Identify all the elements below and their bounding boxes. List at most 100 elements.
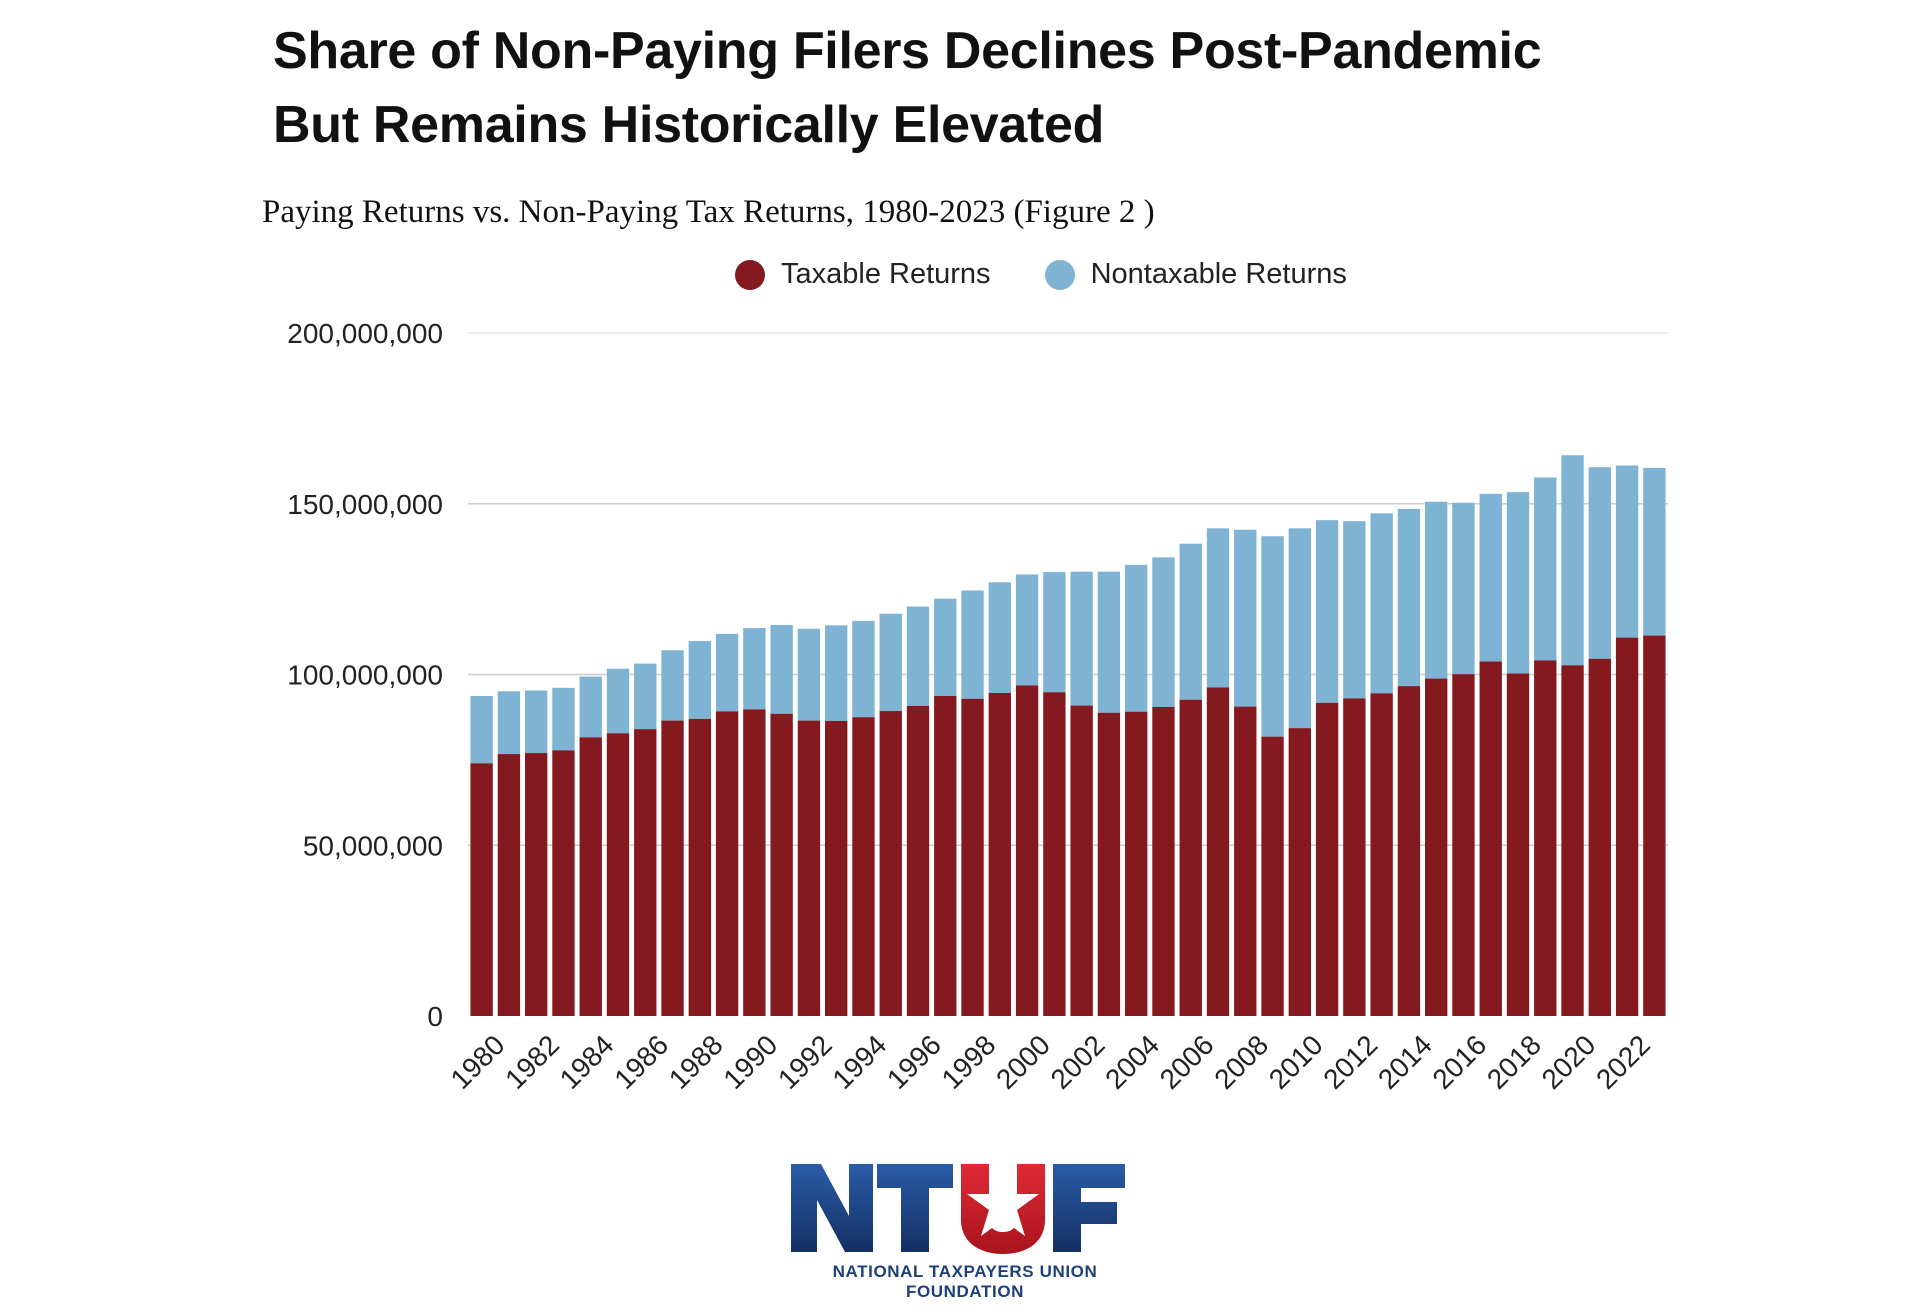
y-axis-tick-labels: 0 50,000,000 100,000,000 150,000,000 200,000… <box>287 318 443 1032</box>
x-tick-label: 1996 <box>881 1029 947 1095</box>
bar-taxable-2021 <box>1588 658 1611 1016</box>
bar-nontaxable-2006 <box>1179 543 1202 700</box>
bar-nontaxable-2022 <box>1615 465 1639 638</box>
y-tick-label: 0 <box>427 1001 443 1032</box>
bar-taxable-1982 <box>525 753 548 1016</box>
bar-taxable-2006 <box>1179 699 1202 1016</box>
bar-nontaxable-1983 <box>552 687 575 751</box>
bar-nontaxable-1990 <box>743 628 766 710</box>
x-tick-label: 2000 <box>990 1029 1056 1095</box>
bar-nontaxable-1998 <box>961 590 984 699</box>
bar-taxable-2002 <box>1070 705 1093 1016</box>
bar-nontaxable-1999 <box>988 582 1011 693</box>
bar-taxable-1996 <box>906 705 930 1016</box>
x-tick-label: 2020 <box>1536 1029 1602 1095</box>
legend-swatch-nontaxable <box>1044 259 1075 290</box>
bar-nontaxable-1985 <box>606 668 630 734</box>
x-tick-label: 1980 <box>445 1029 511 1095</box>
x-tick-label: 2008 <box>1208 1029 1274 1095</box>
bar-nontaxable-1988 <box>688 641 711 719</box>
legend-swatch-taxable <box>735 259 765 290</box>
bar-nontaxable-2007 <box>1206 528 1230 688</box>
bar-taxable-2000 <box>1015 685 1039 1016</box>
bar-taxable-2020 <box>1561 665 1584 1016</box>
x-tick-label: 1994 <box>826 1029 892 1095</box>
bar-nontaxable-2010 <box>1288 528 1311 729</box>
bar-nontaxable-2005 <box>1152 557 1175 707</box>
bar-nontaxable-2004 <box>1125 564 1148 712</box>
bar-taxable-1993 <box>825 720 848 1016</box>
bar-taxable-2009 <box>1261 736 1284 1016</box>
x-axis-tick-labels: 1980198219841986198819901992199419961998… <box>445 1029 1656 1095</box>
bar-taxable-1981 <box>497 754 521 1016</box>
x-tick-label: 2016 <box>1426 1029 1492 1095</box>
y-tick-label: 150,000,000 <box>287 489 443 520</box>
bar-taxable-1980 <box>470 763 493 1016</box>
bar-taxable-2022 <box>1615 637 1639 1016</box>
y-tick-label: 50,000,000 <box>303 830 443 861</box>
x-tick-label: 1998 <box>936 1029 1002 1095</box>
chart-subtitle: Paying Returns vs. Non-Paying Tax Return… <box>262 194 1155 230</box>
legend-item-taxable: Taxable Returns <box>735 258 991 291</box>
bar-nontaxable-2009 <box>1261 536 1284 737</box>
x-tick-label: 1986 <box>608 1029 674 1095</box>
bar-taxable-2004 <box>1125 711 1148 1016</box>
bar-taxable-2007 <box>1206 687 1230 1016</box>
bar-taxable-1998 <box>961 698 984 1016</box>
bar-series <box>470 455 1666 1016</box>
bar-taxable-2015 <box>1425 678 1448 1016</box>
bar-nontaxable-1984 <box>579 676 602 738</box>
bar-taxable-2010 <box>1288 728 1311 1016</box>
bar-nontaxable-2014 <box>1397 508 1421 687</box>
legend-label-taxable: Taxable Returns <box>781 258 991 290</box>
bar-nontaxable-2017 <box>1479 493 1502 662</box>
bar-taxable-1987 <box>661 720 684 1016</box>
bar-nontaxable-1980 <box>470 696 493 764</box>
bar-taxable-2018 <box>1506 673 1530 1016</box>
x-tick-label: 2002 <box>1045 1029 1111 1095</box>
bar-nontaxable-1987 <box>661 650 684 721</box>
x-tick-label: 1988 <box>663 1029 729 1095</box>
bar-taxable-1983 <box>552 750 575 1016</box>
bar-taxable-1990 <box>743 709 766 1016</box>
bar-nontaxable-2012 <box>1343 521 1366 699</box>
bar-nontaxable-2023 <box>1643 467 1666 636</box>
bar-taxable-2003 <box>1097 712 1121 1016</box>
chart-legend: Taxable Returns Nontaxable Returns <box>735 258 1401 291</box>
bar-taxable-1997 <box>934 696 957 1016</box>
stacked-bar-chart: 0 50,000,000 100,000,000 150,000,000 200,000… <box>287 318 1668 1095</box>
x-tick-label: 1982 <box>499 1029 565 1095</box>
bar-taxable-2001 <box>1043 692 1066 1016</box>
bar-nontaxable-2002 <box>1070 571 1093 706</box>
bar-taxable-1986 <box>634 729 657 1016</box>
bar-nontaxable-1991 <box>770 624 793 714</box>
x-tick-label: 2022 <box>1590 1029 1656 1095</box>
bar-nontaxable-1993 <box>825 625 848 721</box>
bar-taxable-2012 <box>1343 698 1366 1016</box>
x-tick-label: 1984 <box>554 1029 620 1095</box>
logo-caption: NATIONAL TAXPAYERS UNION FOUNDATION <box>832 1262 1098 1301</box>
bar-taxable-2011 <box>1315 702 1339 1016</box>
x-tick-label: 2006 <box>1154 1029 1220 1095</box>
bar-nontaxable-1997 <box>934 598 957 697</box>
bar-taxable-1992 <box>797 720 821 1016</box>
legend-label-nontaxable: Nontaxable Returns <box>1090 258 1347 290</box>
bar-nontaxable-2020 <box>1561 455 1584 666</box>
bar-taxable-1988 <box>688 718 711 1016</box>
chart-title-line-2: But Remains Historically Elevated <box>273 96 1105 154</box>
legend-item-nontaxable: Nontaxable Returns <box>1044 258 1347 291</box>
bar-nontaxable-1989 <box>715 633 739 712</box>
bar-taxable-1991 <box>770 713 793 1016</box>
y-tick-label: 200,000,000 <box>287 318 443 349</box>
x-tick-label: 2010 <box>1263 1029 1329 1095</box>
ntuf-logo-mark <box>791 1164 1125 1254</box>
x-tick-label: 2018 <box>1481 1029 1547 1095</box>
bar-nontaxable-2021 <box>1588 467 1611 659</box>
bar-nontaxable-2001 <box>1043 572 1066 693</box>
x-tick-label: 2004 <box>1099 1029 1165 1095</box>
x-tick-label: 1992 <box>772 1029 838 1095</box>
x-tick-label: 2014 <box>1372 1029 1438 1095</box>
x-tick-label: 2012 <box>1317 1029 1383 1095</box>
bar-nontaxable-1981 <box>497 691 521 755</box>
bar-taxable-2008 <box>1234 706 1257 1016</box>
